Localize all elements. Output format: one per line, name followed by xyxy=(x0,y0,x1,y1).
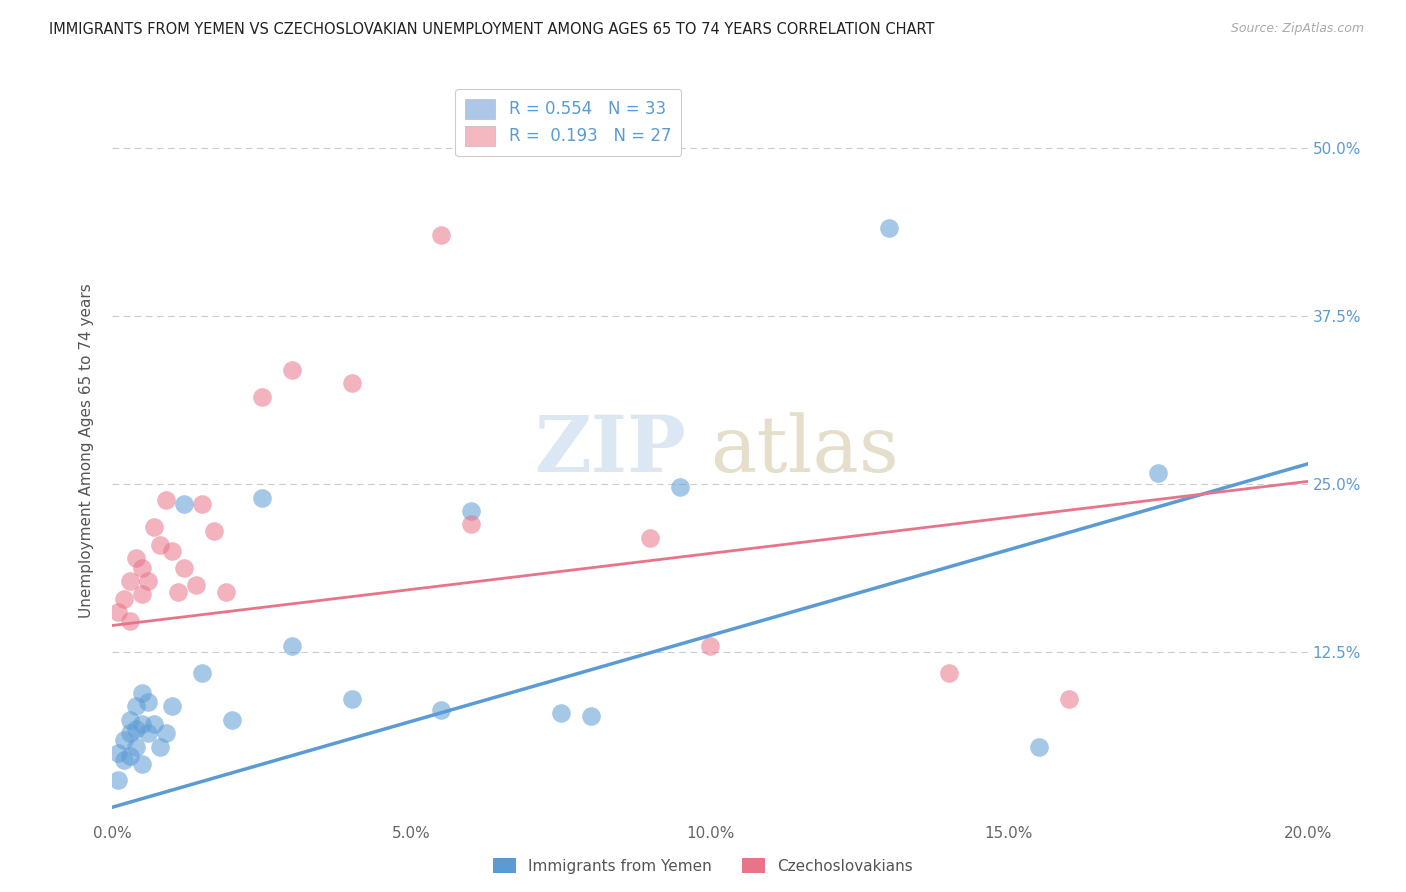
Point xyxy=(138,574,160,588)
Legend: Immigrants from Yemen, Czechoslovakians: Immigrants from Yemen, Czechoslovakians xyxy=(486,852,920,880)
Point xyxy=(120,749,142,764)
Point xyxy=(215,584,238,599)
Point xyxy=(143,520,166,534)
Point xyxy=(120,713,142,727)
Point xyxy=(131,686,153,700)
Point xyxy=(579,708,602,723)
Point xyxy=(250,491,273,505)
Point xyxy=(114,732,135,747)
Point xyxy=(250,390,273,404)
Point xyxy=(138,726,160,740)
Point xyxy=(155,493,177,508)
Point xyxy=(125,722,148,736)
Point xyxy=(107,605,129,619)
Point xyxy=(138,695,160,709)
Point xyxy=(430,228,453,243)
Point xyxy=(149,739,172,754)
Point xyxy=(340,376,363,391)
Point xyxy=(120,726,142,740)
Point xyxy=(221,713,243,727)
Point xyxy=(149,538,172,552)
Y-axis label: Unemployment Among Ages 65 to 74 years: Unemployment Among Ages 65 to 74 years xyxy=(79,283,94,618)
Point xyxy=(1057,692,1080,706)
Point xyxy=(131,587,153,601)
Point xyxy=(1028,739,1050,754)
Point xyxy=(162,544,183,558)
Text: IMMIGRANTS FROM YEMEN VS CZECHOSLOVAKIAN UNEMPLOYMENT AMONG AGES 65 TO 74 YEARS : IMMIGRANTS FROM YEMEN VS CZECHOSLOVAKIAN… xyxy=(49,22,935,37)
Point xyxy=(131,716,153,731)
Point xyxy=(173,497,195,511)
Point xyxy=(125,699,148,714)
Point xyxy=(550,706,572,720)
Point xyxy=(191,665,214,680)
Point xyxy=(281,639,304,653)
Point xyxy=(938,665,960,680)
Point xyxy=(107,773,129,788)
Point xyxy=(125,739,148,754)
Point xyxy=(281,362,304,376)
Point xyxy=(186,578,208,592)
Point xyxy=(879,221,901,235)
Point xyxy=(191,497,214,511)
Point xyxy=(202,524,225,539)
Point xyxy=(131,757,153,772)
Point xyxy=(114,591,135,606)
Point xyxy=(120,574,142,588)
Text: ZIP: ZIP xyxy=(534,412,686,489)
Point xyxy=(173,560,195,574)
Point xyxy=(125,551,148,566)
Point xyxy=(162,699,183,714)
Point xyxy=(131,560,153,574)
Point xyxy=(143,716,166,731)
Text: atlas: atlas xyxy=(710,413,898,488)
Point xyxy=(340,692,363,706)
Point xyxy=(460,517,482,532)
Point xyxy=(460,504,482,518)
Point xyxy=(167,584,190,599)
Point xyxy=(640,531,662,545)
Point xyxy=(1147,467,1170,481)
Text: Source: ZipAtlas.com: Source: ZipAtlas.com xyxy=(1230,22,1364,36)
Point xyxy=(107,747,129,761)
Legend: R = 0.554   N = 33, R =  0.193   N = 27: R = 0.554 N = 33, R = 0.193 N = 27 xyxy=(456,88,682,156)
Point xyxy=(430,703,453,717)
Point xyxy=(114,753,135,767)
Point xyxy=(120,615,142,629)
Point xyxy=(155,726,177,740)
Point xyxy=(699,639,721,653)
Point xyxy=(669,480,692,494)
